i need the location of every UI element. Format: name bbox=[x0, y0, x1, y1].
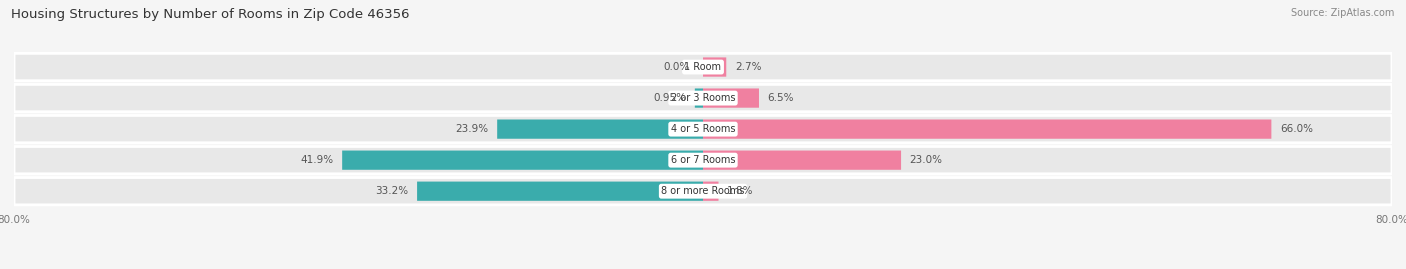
Text: 1.8%: 1.8% bbox=[727, 186, 754, 196]
Text: 8 or more Rooms: 8 or more Rooms bbox=[661, 186, 745, 196]
FancyBboxPatch shape bbox=[342, 151, 703, 170]
FancyBboxPatch shape bbox=[418, 182, 703, 201]
Text: 2 or 3 Rooms: 2 or 3 Rooms bbox=[671, 93, 735, 103]
Text: 41.9%: 41.9% bbox=[301, 155, 333, 165]
Text: Source: ZipAtlas.com: Source: ZipAtlas.com bbox=[1291, 8, 1395, 18]
Text: 0.0%: 0.0% bbox=[664, 62, 690, 72]
Text: 6.5%: 6.5% bbox=[768, 93, 794, 103]
FancyBboxPatch shape bbox=[14, 115, 1392, 143]
FancyBboxPatch shape bbox=[703, 182, 718, 201]
FancyBboxPatch shape bbox=[703, 57, 727, 77]
Text: 33.2%: 33.2% bbox=[375, 186, 409, 196]
FancyBboxPatch shape bbox=[703, 119, 1271, 139]
FancyBboxPatch shape bbox=[703, 151, 901, 170]
FancyBboxPatch shape bbox=[498, 119, 703, 139]
FancyBboxPatch shape bbox=[14, 178, 1392, 205]
FancyBboxPatch shape bbox=[14, 147, 1392, 174]
FancyBboxPatch shape bbox=[14, 53, 1392, 81]
Text: 66.0%: 66.0% bbox=[1279, 124, 1313, 134]
Text: 2.7%: 2.7% bbox=[735, 62, 762, 72]
Text: 4 or 5 Rooms: 4 or 5 Rooms bbox=[671, 124, 735, 134]
Text: 23.9%: 23.9% bbox=[456, 124, 488, 134]
Text: 6 or 7 Rooms: 6 or 7 Rooms bbox=[671, 155, 735, 165]
Text: Housing Structures by Number of Rooms in Zip Code 46356: Housing Structures by Number of Rooms in… bbox=[11, 8, 409, 21]
Text: 23.0%: 23.0% bbox=[910, 155, 942, 165]
FancyBboxPatch shape bbox=[703, 89, 759, 108]
Text: 0.95%: 0.95% bbox=[654, 93, 686, 103]
Text: 1 Room: 1 Room bbox=[685, 62, 721, 72]
FancyBboxPatch shape bbox=[14, 84, 1392, 112]
FancyBboxPatch shape bbox=[695, 89, 703, 108]
